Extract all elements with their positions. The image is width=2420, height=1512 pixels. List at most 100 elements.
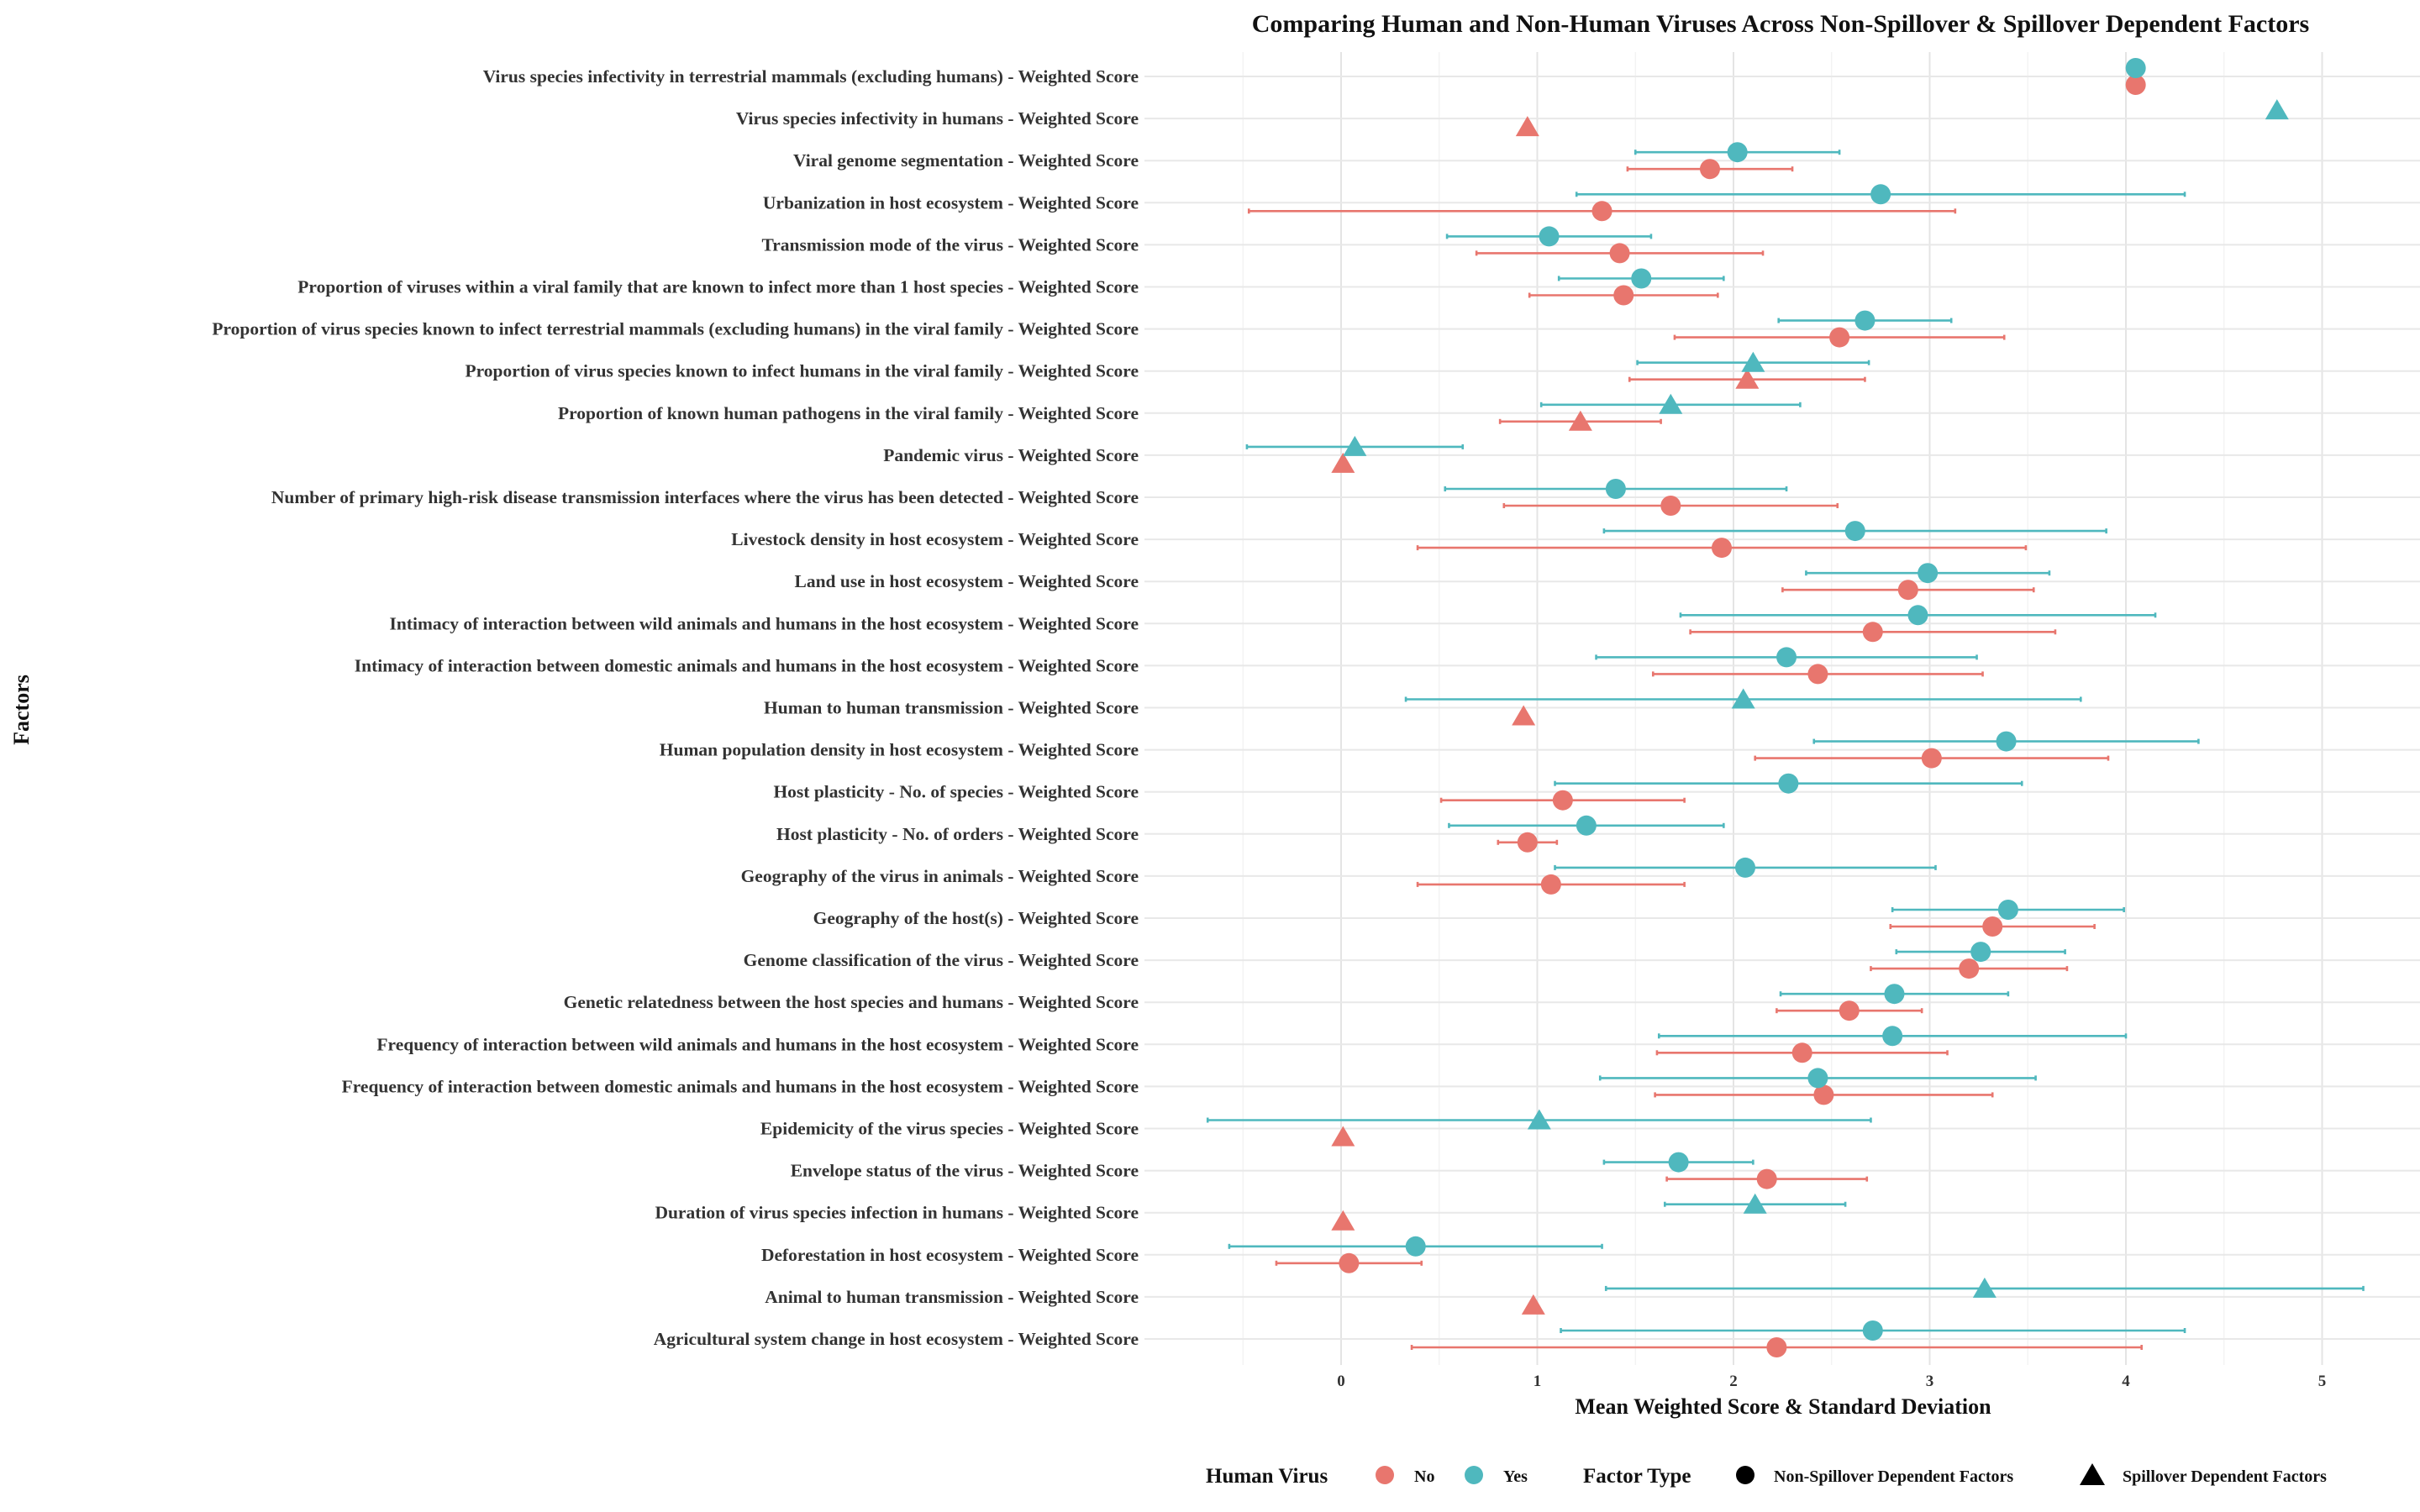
point-yes-circle <box>1862 1320 1883 1341</box>
x-tick-label: 2 <box>1729 1373 1738 1390</box>
legend-yes-marker <box>1465 1466 1483 1484</box>
point-yes-circle <box>1668 1152 1689 1173</box>
x-tick-label: 4 <box>2122 1373 2130 1390</box>
y-tick-label: Virus species infectivity in terrestrial… <box>483 66 1139 87</box>
point-no-circle <box>1699 159 1720 180</box>
y-tick-labels: Virus species infectivity in terrestrial… <box>212 66 1139 1349</box>
y-tick-label: Number of primary high-risk disease tran… <box>271 487 1139 507</box>
point-no-circle <box>2125 75 2146 95</box>
point-yes-circle <box>2125 58 2146 78</box>
point-no-circle <box>1339 1252 1360 1273</box>
y-tick-label: Host plasticity - No. of orders - Weight… <box>776 824 1139 844</box>
y-tick-label: Proportion of virus species known to inf… <box>466 361 1139 381</box>
point-no-circle <box>1613 285 1634 306</box>
y-tick-label: Virus species infectivity in humans - We… <box>736 108 1139 129</box>
y-tick-label: Frequency of interaction between domesti… <box>342 1076 1139 1096</box>
x-tick-label: 5 <box>2318 1373 2327 1390</box>
point-no-circle <box>1552 790 1573 811</box>
point-yes-circle <box>1918 563 1939 584</box>
y-tick-label: Land use in host ecosystem - Weighted Sc… <box>794 571 1139 591</box>
point-no-triangle <box>1735 368 1760 389</box>
point-no-triangle <box>1568 410 1592 431</box>
point-yes-circle <box>1996 731 2017 752</box>
point-yes-circle <box>1576 815 1597 836</box>
point-yes-triangle <box>1343 435 1367 456</box>
grid <box>1144 52 2420 1365</box>
point-no-circle <box>1591 201 1612 222</box>
point-yes-triangle <box>1743 1193 1767 1214</box>
point-yes-circle <box>1870 184 1891 205</box>
point-yes-circle <box>1735 857 1756 878</box>
y-tick-label: Proportion of viruses within a viral fam… <box>297 277 1139 297</box>
point-yes-circle <box>1997 900 2018 920</box>
legend-circle-label: Non-Spillover Dependent Factors <box>1774 1467 2013 1486</box>
legend-color-title: Human Virus <box>1206 1465 1328 1488</box>
point-no-circle <box>1862 622 1883 643</box>
point-yes-circle <box>1778 773 1799 794</box>
point-no-circle <box>1897 580 1918 601</box>
point-yes-circle <box>1907 605 1928 626</box>
point-no-circle <box>1982 916 2003 937</box>
legend: Human Virus No Yes Factor Type Non-Spill… <box>1206 1463 2327 1488</box>
point-yes-circle <box>1970 942 1991 963</box>
chart-title: Comparing Human and Non-Human Viruses Ac… <box>1252 10 2309 38</box>
y-tick-label: Viral genome segmentation - Weighted Sco… <box>793 150 1139 171</box>
point-no-triangle <box>1521 1294 1545 1315</box>
y-tick-label: Geography of the host(s) - Weighted Scor… <box>813 908 1139 928</box>
point-yes-circle <box>1844 521 1865 542</box>
y-tick-label: Deforestation in host ecosystem - Weight… <box>761 1245 1139 1265</box>
point-no-triangle <box>1331 1210 1355 1231</box>
y-tick-label: Animal to human transmission - Weighted … <box>765 1287 1139 1307</box>
y-tick-label: Proportion of known human pathogens in t… <box>558 403 1139 423</box>
x-tick-label: 3 <box>1926 1373 1934 1390</box>
point-yes-triangle <box>1741 351 1765 372</box>
y-tick-label: Human population density in host ecosyst… <box>660 740 1139 760</box>
y-tick-label: Duration of virus species infection in h… <box>655 1203 1139 1223</box>
point-no-circle <box>1540 874 1561 895</box>
point-no-circle <box>1959 958 1980 979</box>
point-no-circle <box>1766 1337 1787 1357</box>
point-no-triangle <box>1512 705 1536 726</box>
point-no-circle <box>1921 748 1942 769</box>
legend-triangle-label: Spillover Dependent Factors <box>2123 1467 2327 1486</box>
y-tick-label: Transmission mode of the virus - Weighte… <box>761 234 1139 255</box>
point-no-circle <box>1807 664 1828 685</box>
point-yes-circle <box>1631 268 1652 289</box>
y-tick-label: Envelope status of the virus - Weighted … <box>791 1161 1139 1181</box>
point-no-circle <box>1660 496 1681 516</box>
y-tick-label: Intimacy of interaction between wild ani… <box>390 613 1139 633</box>
point-no-circle <box>1829 327 1850 348</box>
point-yes-triangle <box>1731 688 1755 709</box>
point-no-circle <box>1791 1042 1812 1063</box>
point-yes-circle <box>1405 1236 1426 1257</box>
point-no-triangle <box>1331 1126 1355 1147</box>
point-no-circle <box>1813 1084 1834 1105</box>
point-yes-circle <box>1807 1068 1828 1089</box>
y-tick-label: Intimacy of interaction between domestic… <box>355 655 1139 675</box>
y-tick-label: Epidemicity of the virus species - Weigh… <box>760 1119 1139 1139</box>
point-no-circle <box>1756 1168 1777 1189</box>
y-tick-label: Genetic relatedness between the host spe… <box>564 992 1139 1012</box>
y-tick-label: Host plasticity - No. of species - Weigh… <box>773 782 1139 802</box>
y-tick-label: Human to human transmission - Weighted S… <box>764 698 1139 718</box>
point-no-circle <box>1711 538 1732 559</box>
point-yes-circle <box>1854 310 1876 331</box>
point-no-circle <box>1839 1000 1860 1021</box>
y-tick-label: Urbanization in host ecosystem - Weighte… <box>763 192 1139 213</box>
point-yes-circle <box>1884 984 1905 1005</box>
y-axis-title: Factors <box>9 675 34 745</box>
point-yes-triangle <box>1527 1109 1551 1130</box>
x-tick-label: 0 <box>1337 1373 1345 1390</box>
y-tick-label: Livestock density in host ecosystem - We… <box>731 529 1139 549</box>
y-tick-label: Geography of the virus in animals - Weig… <box>741 866 1139 886</box>
point-no-circle <box>1517 832 1538 853</box>
y-tick-label: Pandemic virus - Weighted Score <box>883 445 1139 465</box>
legend-shape-title: Factor Type <box>1583 1465 1691 1488</box>
point-yes-triangle <box>1659 393 1683 414</box>
point-yes-circle <box>1727 142 1748 163</box>
point-no-triangle <box>1515 116 1539 137</box>
y-tick-label: Frequency of interaction between wild an… <box>376 1034 1139 1054</box>
point-yes-circle <box>1539 226 1560 247</box>
legend-circle-marker <box>1736 1466 1754 1484</box>
legend-no-label: No <box>1414 1467 1434 1486</box>
